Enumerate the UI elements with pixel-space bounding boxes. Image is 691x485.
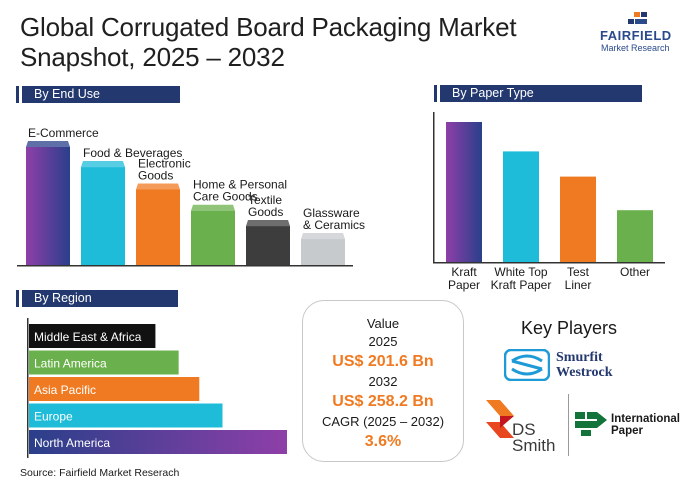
end-use-bar-textile-goods xyxy=(246,226,290,265)
paper-y-axis xyxy=(433,112,435,262)
cagr-label: CAGR (2025 – 2032) xyxy=(321,414,445,429)
end-use-bar-food-and-beverages xyxy=(81,167,125,265)
end-use-label-home-and-personal-care-goods: Home & Personal Care Goods xyxy=(193,178,287,204)
end-use-label-e-commerce: E-Commerce xyxy=(28,126,99,140)
value-heading: Value xyxy=(366,316,400,331)
value-year-end: 2032 xyxy=(368,374,398,389)
paper-bar-test-liner xyxy=(560,176,596,262)
paper-bar-other xyxy=(617,210,653,262)
ds-smith-logo-icon xyxy=(486,400,514,438)
region-bar-north-america xyxy=(29,430,287,454)
end-use-bar-top-textile-goods xyxy=(246,220,290,227)
fairfield-logo-icon xyxy=(628,12,647,24)
paper-x-axis xyxy=(433,262,665,264)
international-paper-logo-icon xyxy=(575,412,607,436)
end-use-label-electronic-goods: Electronic Goods xyxy=(138,156,191,182)
region-label-europe: Europe xyxy=(34,410,73,424)
brand-tagline: Market Research xyxy=(601,43,670,53)
region-chart: Middle East & Africa Latin America Asia Pa… xyxy=(27,318,287,458)
value-2032: US$ 258.2 Bn xyxy=(332,393,434,410)
region-label-asia-pacific: Asia Pacific xyxy=(34,383,96,397)
paper-bar-kraft-paper xyxy=(446,122,482,262)
cagr-value: 3.6% xyxy=(364,433,402,450)
end-use-bar-top-home-and-personal-care-goods xyxy=(191,204,235,211)
value-year-start: 2025 xyxy=(368,334,398,349)
region-bar-europe xyxy=(29,403,223,428)
end-use-bar-top-glassware-and-ceramics xyxy=(301,233,345,240)
end-use-bar-top-food-and-beverages xyxy=(81,161,125,168)
region-bar-latin-america xyxy=(29,350,179,375)
end-use-label-food-and-beverages: Food & Beverages xyxy=(83,146,182,160)
section-paper-type: By Paper Type xyxy=(434,85,642,102)
section-region: By Region xyxy=(16,290,178,307)
source-note: Source: Fairfield Market Reserach xyxy=(20,467,180,479)
page-title: Global Corrugated Board Packaging Market… xyxy=(20,12,517,72)
region-bar-middle-east-and-africa xyxy=(29,324,156,348)
end-use-label-glassware-and-ceramics: Glassware & Ceramics xyxy=(303,206,365,232)
region-label-latin-america: Latin America xyxy=(34,357,107,371)
paper-label-white-top-kraft-paper: White Top Kraft Paper xyxy=(491,265,552,292)
end-use-bar-top-electronic-goods xyxy=(136,183,180,190)
region-label-middle-east-and-africa: Middle East & Africa xyxy=(34,330,142,344)
end-use-label-textile-goods: Textile Goods xyxy=(248,193,283,219)
paper-bar-white-top-kraft-paper xyxy=(503,151,539,262)
smurfit-westrock-name: Smurfit Westrock xyxy=(556,350,613,380)
ds-smith-name: DS Smith xyxy=(512,420,556,455)
value-2025: US$ 201.6 Bn xyxy=(332,353,434,370)
smurfit-westrock-logo-icon xyxy=(504,349,550,381)
players-divider xyxy=(568,394,569,456)
end-use-bar-top-e-commerce xyxy=(26,141,70,147)
brand-name: FAIRFIELD xyxy=(600,28,672,43)
key-players-title: Key Players xyxy=(521,318,618,338)
region-bar-asia-pacific xyxy=(29,377,200,401)
paper-type-chart: Kraft Paper White Top Kraft Paper Test Liner O… xyxy=(433,112,665,292)
paper-label-kraft-paper: Kraft Paper xyxy=(448,265,480,292)
market-value-card: Value 2025 US$ 201.6 Bn 2032 US$ 258.2 B… xyxy=(302,300,464,462)
end-use-bar-glassware-and-ceramics xyxy=(301,239,345,265)
region-label-north-america: North America xyxy=(34,436,110,450)
paper-label-test-liner: Test Liner xyxy=(565,265,592,292)
section-end-use: By End Use xyxy=(16,86,180,103)
end-use-baseline xyxy=(17,265,353,267)
end-use-bar-e-commerce xyxy=(26,147,70,265)
region-axis xyxy=(27,318,29,458)
paper-label-other: Other xyxy=(620,265,650,279)
end-use-bar-home-and-personal-care-goods xyxy=(191,210,235,265)
international-paper-name: International Paper xyxy=(611,413,681,437)
end-use-bar-electronic-goods xyxy=(136,189,180,265)
